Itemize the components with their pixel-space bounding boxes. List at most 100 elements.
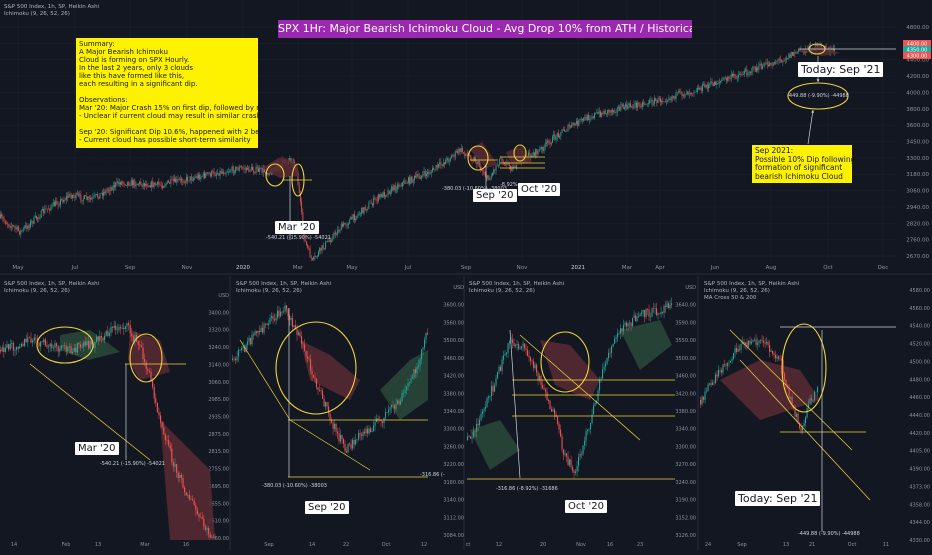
candle-body	[614, 338, 616, 344]
panel-4-ellipse	[781, 323, 827, 413]
candle-body	[127, 181, 129, 186]
candle-body	[536, 364, 538, 373]
candle-body	[223, 171, 225, 174]
panel-3-y-tick-label: 3420.00	[443, 374, 464, 380]
candle-body	[780, 59, 781, 61]
candle-body	[330, 240, 331, 242]
candle-body	[198, 174, 199, 179]
candle-body	[488, 396, 490, 398]
candle-body	[470, 155, 472, 161]
candle-body	[266, 323, 268, 326]
panel-3-y-tick-label: USD	[453, 285, 464, 291]
panel-4-x-tick-label: 24	[705, 542, 711, 548]
candle-body	[129, 324, 131, 334]
candle-body	[104, 335, 106, 340]
candle-body	[255, 166, 257, 174]
top-ellipse-oct20	[513, 144, 527, 162]
candle-body	[776, 61, 778, 63]
panel-3-y-tick-label: 3180.00	[443, 480, 464, 486]
candle-body	[549, 141, 551, 145]
candle-body	[531, 360, 533, 362]
panel-4-right-y-tick-label: 4373.00	[909, 484, 930, 490]
candle-body	[170, 179, 172, 184]
candle-body	[108, 189, 109, 191]
candle-body	[476, 423, 478, 432]
candle-body	[792, 52, 793, 56]
candle-body	[627, 323, 629, 327]
candle-body	[363, 207, 365, 214]
panel-2-label: Sep '20	[305, 501, 349, 514]
candle-body	[86, 196, 88, 200]
candle-body	[704, 391, 706, 400]
candle-body	[775, 354, 777, 359]
candle-body	[686, 91, 688, 95]
candle-body	[290, 157, 292, 162]
candle-body	[657, 313, 659, 315]
top-y-tick-label: 2940.00	[906, 205, 929, 211]
candle-body	[50, 207, 52, 211]
candle-body	[802, 426, 804, 431]
candle-body	[752, 66, 754, 72]
candle-body	[12, 343, 14, 351]
candle-body	[576, 121, 577, 124]
candle-body	[120, 182, 121, 185]
candle-body	[340, 435, 342, 442]
top-x-tick-label: Nov	[182, 265, 193, 271]
candle-body	[469, 154, 471, 156]
candle-body	[608, 352, 610, 359]
candle-body	[236, 356, 238, 361]
candle-body	[188, 495, 190, 500]
panel-2-measure2-text: -316.86 (-	[420, 472, 445, 478]
candle-body	[20, 230, 22, 235]
candle-body	[14, 349, 16, 351]
candle-body	[790, 396, 792, 399]
candle-body	[182, 478, 184, 488]
candle-body	[366, 209, 367, 210]
candle-body	[551, 409, 553, 412]
candle-body	[174, 463, 176, 467]
candle-body	[734, 348, 736, 353]
candle-body	[184, 487, 186, 492]
candle-body	[805, 417, 807, 424]
candle-body	[321, 245, 323, 251]
candle-body	[24, 338, 26, 346]
top-chart-header: S&P 500 Index, 1h, SP, Heikin Ashi Ichim…	[4, 4, 100, 17]
candle-body	[558, 423, 560, 430]
candle-body	[575, 471, 577, 473]
candle-body	[819, 45, 821, 46]
candle-body	[132, 336, 134, 342]
candle-body	[656, 308, 658, 315]
candle-body	[96, 194, 97, 195]
candle-body	[610, 110, 612, 113]
candle-body	[400, 401, 402, 405]
candle-body	[647, 308, 649, 310]
candle-body	[738, 74, 739, 78]
candle-body	[55, 201, 57, 207]
panel-3-x-tick-label: 23	[637, 542, 643, 548]
candle-body	[75, 347, 77, 353]
candle-body	[723, 77, 725, 80]
candle-body	[322, 245, 324, 249]
candle-body	[93, 195, 95, 197]
top-x-tick-label: Mar	[622, 265, 633, 271]
candle-body	[728, 362, 730, 364]
candle-body	[289, 316, 291, 321]
candle-body	[46, 208, 48, 210]
candle-body	[569, 459, 571, 466]
candle-body	[645, 103, 647, 105]
candle-body	[262, 327, 264, 333]
candle-body	[768, 64, 769, 66]
candle-body	[131, 333, 133, 337]
candle-body	[161, 422, 163, 428]
candle-body	[640, 106, 642, 108]
candle-body	[692, 93, 694, 94]
candle-body	[542, 385, 544, 389]
candle-body	[0, 214, 1, 218]
candle-body	[547, 140, 549, 144]
candle-body	[452, 155, 454, 156]
candle-body	[676, 92, 678, 93]
panel-1-y-tick-label: 2655.00	[208, 501, 229, 507]
candle-body	[368, 428, 370, 434]
candle-body	[212, 537, 214, 538]
candle-body	[693, 91, 695, 94]
